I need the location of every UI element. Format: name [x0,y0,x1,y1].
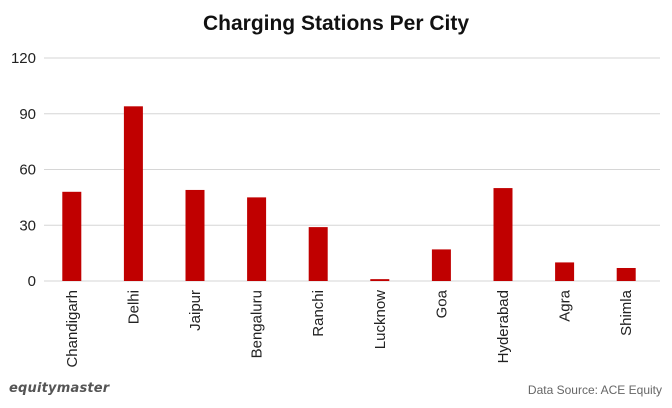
chart-title: Charging Stations Per City [202,12,470,35]
x-tick-label: Chandigarh [64,290,81,368]
y-tick-label: 30 [19,217,36,234]
y-tick-label: 120 [11,50,36,67]
bar-agra [555,262,575,281]
x-tick-label: Agra [557,289,574,321]
bar-shimla [616,267,636,281]
y-tick-label: 90 [19,106,36,123]
x-tick-label: Shimla [618,289,635,336]
data-source-note: Data Source: ACE Equity [527,383,662,397]
bar-bengaluru [247,197,267,281]
y-tick-label: 60 [19,162,36,179]
y-tick-label: 0 [28,273,36,290]
bar-ranchi [308,227,328,281]
x-tick-label: Jaipur [187,290,204,331]
x-tick-label: Delhi [125,290,142,324]
bar-lucknow [370,279,390,281]
y-axis-ticks: 0 30 60 90 120 [11,50,36,290]
x-tick-label: Ranchi [310,290,327,337]
bar-chandigarh [62,191,82,281]
x-tick-label: Bengaluru [249,290,266,358]
x-axis-ticks: Chandigarh Delhi Jaipur Bengaluru Ranchi Luck… [64,289,635,367]
x-tick-label: Lucknow [372,290,389,349]
bar-delhi [123,106,143,281]
bar-goa [431,249,451,281]
x-tick-label: Hyderabad [495,290,512,363]
bars [62,106,636,281]
bar-jaipur [185,189,205,281]
equitymaster-logo: equitymaster [9,381,110,396]
bar-hyderabad [493,188,513,281]
x-tick-label: Goa [433,289,450,318]
